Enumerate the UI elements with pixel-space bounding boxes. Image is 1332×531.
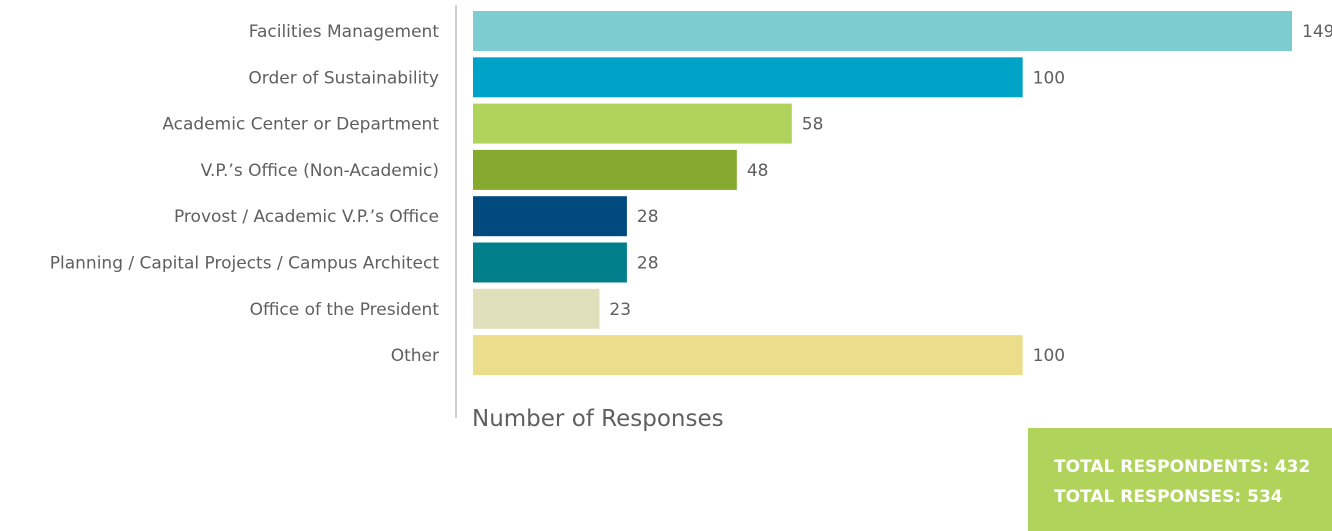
bar-3 (473, 103, 792, 144)
bar-5 (473, 196, 627, 237)
value-label: 28 (637, 254, 659, 274)
bar-1 (473, 11, 1292, 51)
value-labels-group: 149 100 58 48 28 28 23 100 (609, 22, 1332, 366)
x-axis-label: Number of Responses (472, 406, 724, 432)
value-label: 48 (747, 161, 769, 181)
bar-6 (473, 242, 627, 283)
value-label: 100 (1033, 346, 1065, 366)
bar-8 (473, 335, 1023, 376)
bar-7 (473, 288, 600, 329)
value-label: 58 (802, 115, 824, 135)
bar-4 (473, 149, 737, 190)
value-label: 28 (637, 207, 659, 227)
category-label: Planning / Capital Projects / Campus Arc… (50, 254, 440, 274)
category-labels-group: Facilities Management Order of Sustainabi… (50, 22, 440, 366)
bars-group (473, 11, 1292, 376)
category-label: Provost / Academic V.P.’s Office (174, 207, 439, 227)
category-label: Facilities Management (249, 22, 440, 42)
category-label: Academic Center or Department (162, 115, 439, 135)
bar-2 (473, 57, 1023, 98)
category-label: Order of Sustainability (248, 68, 439, 88)
category-label: Other (391, 346, 439, 366)
value-label: 23 (609, 300, 631, 320)
total-respondents: TOTAL RESPONDENTS: 432 (1054, 457, 1311, 477)
total-responses: TOTAL RESPONSES: 534 (1054, 487, 1283, 507)
value-label: 149 (1302, 22, 1332, 42)
value-label: 100 (1033, 68, 1065, 88)
category-label: V.P.’s Office (Non-Academic) (201, 161, 439, 181)
category-label: Office of the President (250, 300, 440, 320)
totals-box: TOTAL RESPONDENTS: 432 TOTAL RESPONSES: … (1028, 428, 1332, 531)
